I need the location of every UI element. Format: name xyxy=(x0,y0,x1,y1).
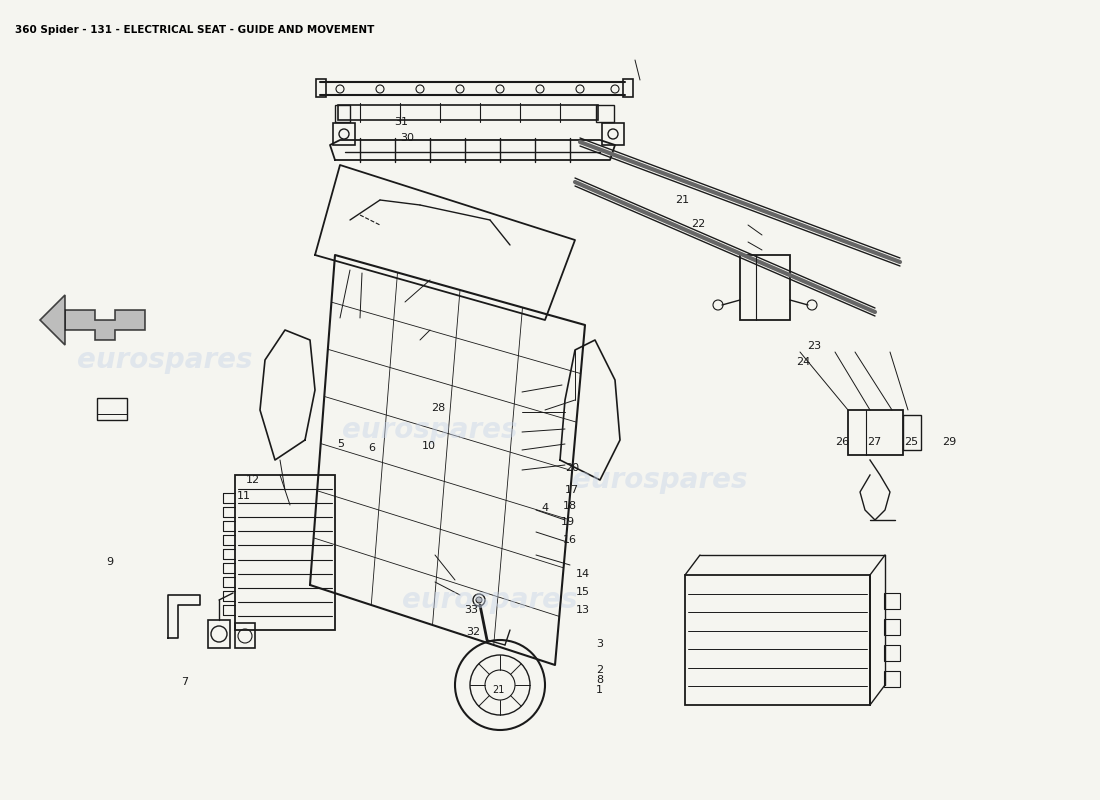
Text: 14: 14 xyxy=(576,570,590,579)
Text: 17: 17 xyxy=(565,485,579,494)
Text: 7: 7 xyxy=(182,677,188,686)
Bar xyxy=(903,415,921,450)
Text: 5: 5 xyxy=(338,439,344,449)
Text: 21: 21 xyxy=(492,685,504,695)
Text: 2: 2 xyxy=(596,665,603,674)
Text: 25: 25 xyxy=(904,437,917,446)
Bar xyxy=(338,105,598,120)
Text: 1: 1 xyxy=(596,685,603,694)
Text: eurospares: eurospares xyxy=(342,416,518,444)
Text: 19: 19 xyxy=(561,517,574,526)
Text: 27: 27 xyxy=(868,437,881,446)
Text: 12: 12 xyxy=(246,475,260,485)
Text: 15: 15 xyxy=(576,587,590,597)
Bar xyxy=(602,123,624,145)
Text: 26: 26 xyxy=(836,437,849,446)
Bar xyxy=(235,623,255,648)
Bar xyxy=(316,79,326,97)
Text: 360 Spider - 131 - ELECTRICAL SEAT - GUIDE AND MOVEMENT: 360 Spider - 131 - ELECTRICAL SEAT - GUI… xyxy=(15,25,374,35)
Text: 23: 23 xyxy=(807,341,821,350)
Bar xyxy=(97,398,126,420)
Text: 3: 3 xyxy=(596,639,603,649)
Text: eurospares: eurospares xyxy=(572,466,748,494)
Text: 8: 8 xyxy=(596,675,603,685)
Bar xyxy=(740,255,790,320)
Bar xyxy=(336,105,350,122)
Text: 24: 24 xyxy=(796,357,810,366)
Bar xyxy=(596,105,614,122)
Bar xyxy=(884,671,900,687)
Bar xyxy=(235,475,336,630)
Text: 9: 9 xyxy=(107,557,113,566)
Text: 22: 22 xyxy=(692,219,705,229)
Text: 11: 11 xyxy=(238,491,251,501)
Text: 4: 4 xyxy=(541,503,548,513)
Text: eurospares: eurospares xyxy=(77,346,253,374)
Circle shape xyxy=(476,597,482,603)
Bar xyxy=(685,575,870,705)
Bar xyxy=(884,619,900,635)
Bar xyxy=(208,620,230,648)
Text: 33: 33 xyxy=(464,605,477,614)
Text: 32: 32 xyxy=(466,627,480,637)
Text: 6: 6 xyxy=(368,443,375,453)
Text: 31: 31 xyxy=(395,117,408,126)
Text: 13: 13 xyxy=(576,605,590,614)
Polygon shape xyxy=(65,310,145,340)
Bar xyxy=(884,645,900,661)
Text: 20: 20 xyxy=(565,463,579,473)
Bar xyxy=(848,410,903,455)
Text: eurospares: eurospares xyxy=(403,586,578,614)
Text: 16: 16 xyxy=(563,535,576,545)
Bar xyxy=(623,79,632,97)
Text: 30: 30 xyxy=(400,133,414,142)
Bar xyxy=(884,593,900,609)
Text: 21: 21 xyxy=(675,195,689,205)
Text: 29: 29 xyxy=(943,437,956,446)
Polygon shape xyxy=(40,295,65,345)
Bar xyxy=(333,123,355,145)
Text: 18: 18 xyxy=(563,501,576,510)
Text: 28: 28 xyxy=(431,403,444,413)
Text: 10: 10 xyxy=(422,442,436,451)
